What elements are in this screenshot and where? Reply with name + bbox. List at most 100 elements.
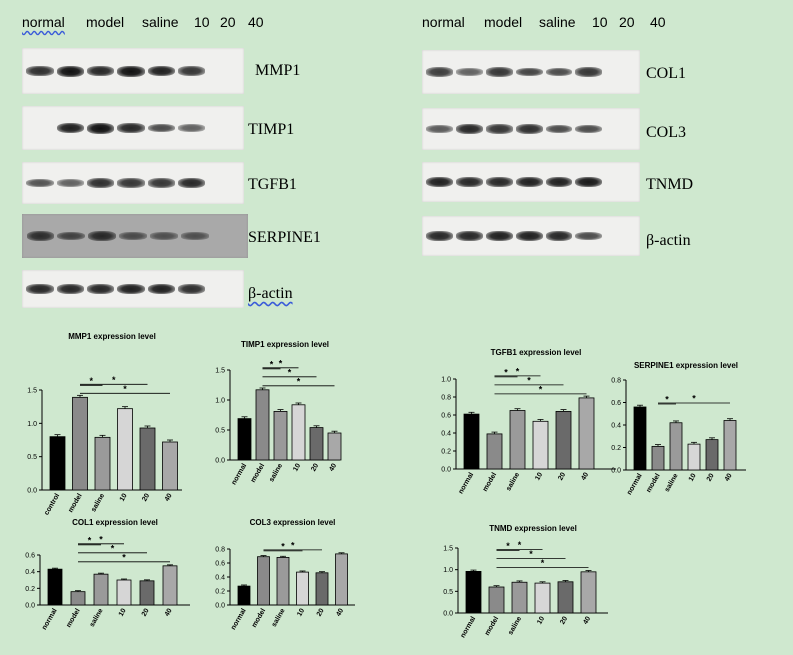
y-tick-label: 1.0 <box>215 398 225 405</box>
blot-band <box>26 283 54 295</box>
left-blot-label-3: SERPINE1 <box>248 229 321 246</box>
bar-model <box>70 591 86 606</box>
bar-20 <box>139 427 156 491</box>
significance-star: * <box>529 549 533 559</box>
blot-band <box>147 123 176 133</box>
significance-star: * <box>99 534 103 544</box>
x-tick-label: normal <box>626 472 644 496</box>
significance-star: * <box>516 366 520 376</box>
bar-normal <box>463 413 480 470</box>
blot-band <box>515 230 543 242</box>
bar-saline <box>669 422 683 471</box>
timp1-bar-chart: TIMP1 expression level 0.0 0.5 1.0 1.5 normal… <box>215 340 342 486</box>
blot-band <box>456 176 483 188</box>
x-tick-label: 20 <box>141 492 151 502</box>
bar-40 <box>162 441 178 491</box>
blot-band <box>426 125 454 133</box>
blot-band <box>545 67 573 77</box>
blot-band <box>26 231 55 241</box>
bar-saline <box>511 581 528 614</box>
blot-band <box>56 65 85 77</box>
chart-title: SERPINE1 expression level <box>634 361 738 370</box>
bar-normal <box>237 418 252 461</box>
right-blot-2 <box>422 162 640 202</box>
col3-bar-chart: COL3 expression level 0.0 0.2 0.4 0.6 0.8 norm… <box>215 518 355 631</box>
bar-20 <box>139 580 155 606</box>
lane-label-saline: saline <box>142 14 179 30</box>
bar-40 <box>723 420 737 471</box>
tnmd-bar-chart: TNMD expression level 0.0 0.5 1.0 1.5 normal m… <box>443 524 608 639</box>
x-tick-label: 20 <box>310 462 320 472</box>
significance-star: * <box>279 358 283 368</box>
x-tick-label: control <box>43 492 61 516</box>
x-tick-label: 10 <box>119 492 129 502</box>
chart-title: TNMD expression level <box>489 524 577 533</box>
y-tick-label: 0.0 <box>215 458 225 465</box>
bar-saline <box>273 411 288 461</box>
bar-normal <box>465 571 482 614</box>
x-tick-label: 40 <box>164 492 174 502</box>
x-tick-label: saline <box>89 607 105 628</box>
x-tick-label: saline <box>271 607 287 628</box>
blot-band <box>56 179 85 187</box>
x-tick-label: 10 <box>688 472 698 482</box>
blot-band <box>426 67 454 77</box>
chart-title: TIMP1 expression level <box>241 340 329 349</box>
right-blot-label-1: COL3 <box>646 124 686 141</box>
lane-label-saline: saline <box>539 14 576 30</box>
x-tick-label: 10 <box>534 471 544 481</box>
y-tick-label: 0.0 <box>27 488 37 495</box>
blot-band <box>88 231 117 241</box>
bar-20 <box>309 427 324 461</box>
chart-title: TGFB1 expression level <box>491 348 582 357</box>
blot-band <box>147 283 176 295</box>
blot-band <box>575 124 603 134</box>
significance-star: * <box>288 367 292 377</box>
y-tick-label: 0.0 <box>611 468 621 475</box>
blot-band <box>56 283 85 295</box>
x-tick-label: 40 <box>724 472 734 482</box>
x-tick-label: 40 <box>582 615 592 625</box>
left-blot-label-0: MMP1 <box>255 62 301 79</box>
right-blot-3 <box>422 216 640 256</box>
right-blot-label-3: β-actin <box>646 232 691 249</box>
bar-40 <box>578 397 595 470</box>
lane-label-40: 40 <box>248 14 264 30</box>
significance-star: * <box>281 541 285 551</box>
y-tick-label: 0.4 <box>441 431 451 438</box>
x-tick-label: saline <box>664 472 680 493</box>
lane-label-normal: normal <box>22 14 65 30</box>
blot-band <box>147 178 176 188</box>
left-blot-label-4: β-actin <box>248 285 293 302</box>
y-tick-label: 1.0 <box>27 421 37 428</box>
blot-band <box>178 177 206 189</box>
bar-40 <box>335 553 348 606</box>
blot-band <box>545 176 573 188</box>
x-tick-label: 40 <box>335 607 345 617</box>
blot-band <box>515 176 543 188</box>
serpine1-bar-chart: SERPINE1 expression level 0.0 0.2 0.4 0.6 0.8… <box>611 361 746 496</box>
x-tick-label: saline <box>268 462 284 483</box>
y-tick-label: 1.5 <box>443 546 453 553</box>
left-blot-1 <box>22 106 244 150</box>
x-tick-label: 10 <box>118 607 128 617</box>
blot-band <box>147 65 176 77</box>
blot-band <box>87 178 115 188</box>
blot-band <box>456 230 483 242</box>
significance-star: * <box>270 359 274 369</box>
bar-saline <box>509 410 526 470</box>
left-blot-0 <box>22 48 244 94</box>
y-tick-label: 0.5 <box>443 589 453 596</box>
x-tick-label: normal <box>459 615 477 639</box>
significance-star: * <box>541 558 545 568</box>
significance-star: * <box>665 395 669 405</box>
y-tick-label: 0.2 <box>441 449 451 456</box>
significance-star: * <box>527 375 531 385</box>
bar-normal <box>47 568 63 606</box>
lane-label-20: 20 <box>619 14 635 30</box>
y-tick-label: 0.8 <box>441 395 451 402</box>
x-tick-label: 20 <box>706 472 716 482</box>
y-tick-label: 0.6 <box>25 553 35 560</box>
y-tick-label: 0.4 <box>215 575 225 582</box>
x-tick-label: 10 <box>292 462 302 472</box>
